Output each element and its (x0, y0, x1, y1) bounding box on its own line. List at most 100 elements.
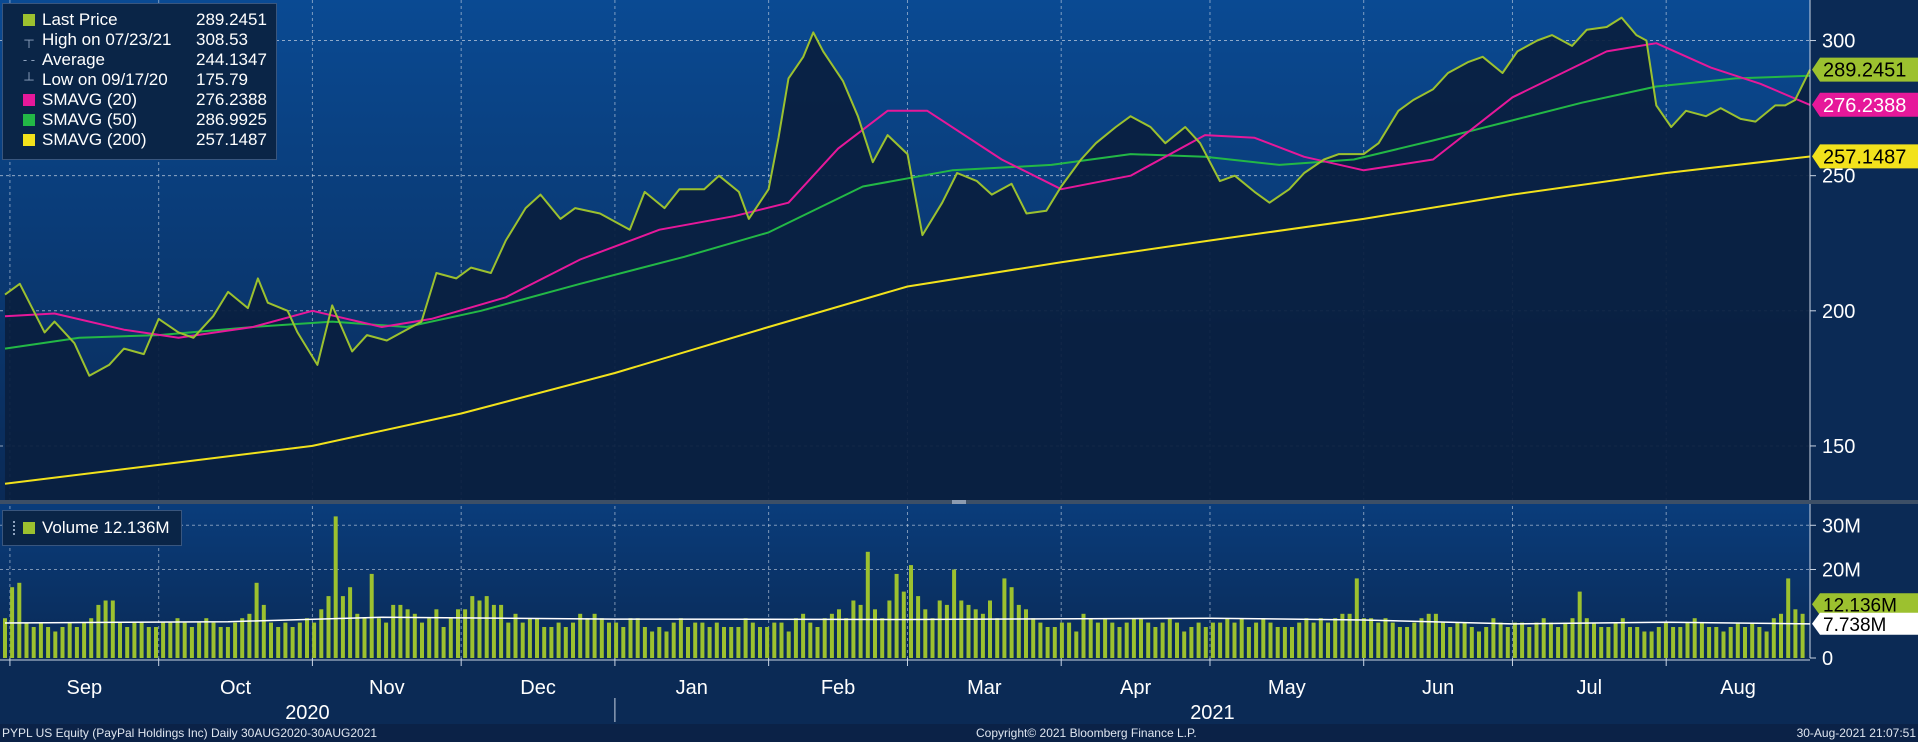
volume-bar (60, 627, 65, 658)
volume-bar (204, 618, 209, 658)
volume-bar (930, 618, 935, 658)
volume-bar (786, 631, 791, 658)
price-legend: Last Price 289.2451 ┬ High on 07/23/21 3… (2, 3, 277, 160)
volume-bar (1412, 622, 1417, 658)
drag-handle-icon[interactable] (13, 521, 21, 535)
volume-tag: 12.136M (1812, 593, 1918, 616)
price-tag-label: 276.2388 (1823, 95, 1906, 117)
volume-bar (549, 627, 554, 658)
month-label: Mar (967, 677, 1002, 699)
volume-bar (1095, 622, 1100, 658)
volume-bar (305, 618, 309, 658)
volume-bar (851, 600, 856, 658)
volume-bar (571, 622, 575, 658)
volume-bar (722, 627, 726, 658)
volume-bar (1383, 618, 1388, 658)
volume-bar (657, 627, 662, 658)
volume-bar (772, 622, 777, 658)
volume-tick-label: 30M (1822, 515, 1861, 537)
volume-bar (894, 573, 899, 658)
volume-bar (312, 622, 317, 658)
volume-bar (1707, 627, 1712, 658)
volume-bar (556, 622, 561, 658)
series-line-smavg-50- (4, 74, 1811, 350)
volume-bar (484, 596, 489, 658)
volume-bar (635, 618, 640, 658)
volume-bar (599, 618, 604, 658)
volume-bar (1577, 591, 1582, 658)
volume-bar (1038, 622, 1043, 658)
volume-bar (1376, 622, 1381, 658)
low-marker-icon: ┴ (24, 72, 34, 87)
volume-bar (678, 618, 683, 658)
volume-bar (1699, 622, 1704, 658)
price-tick-label: 200 (1822, 301, 1855, 323)
price-tick-label: 150 (1822, 436, 1855, 458)
volume-bar (1469, 627, 1474, 658)
volume-bar (1333, 618, 1338, 658)
volume-bar (89, 618, 94, 658)
volume-bar (1290, 627, 1294, 658)
volume-bar (844, 618, 849, 658)
volume-bar (1268, 622, 1273, 658)
volume-bar (146, 627, 151, 658)
volume-bar (988, 600, 992, 658)
volume-bar (1110, 622, 1115, 658)
volume-bar (420, 622, 424, 658)
legend-label: SMAVG (50) (42, 110, 138, 129)
volume-bar (470, 596, 475, 658)
volume-bar (1369, 618, 1374, 658)
volume-bar (909, 565, 913, 658)
volume-bar (973, 609, 978, 658)
legend-label: SMAVG (200) (42, 130, 147, 149)
volume-bar (1397, 627, 1402, 658)
volume-bar (729, 627, 734, 658)
legend-value: 289.2451 (196, 10, 267, 29)
price-tag: 257.1487 (1812, 144, 1918, 169)
volume-bar (499, 604, 504, 658)
legend-row-smavg-50: SMAVG (50) 286.9925 (13, 110, 276, 130)
volume-bar (1067, 622, 1072, 658)
volume-bar (937, 600, 942, 658)
volume-bar (736, 627, 741, 658)
volume-bar (1678, 627, 1683, 658)
volume-bar (218, 627, 223, 658)
legend-value: 308.53 (196, 30, 248, 49)
volume-bar (398, 604, 403, 658)
volume-bar (664, 631, 669, 658)
footer-security: PYPL US Equity (PayPal Holdings Inc) Dai… (2, 726, 378, 740)
price-tag-label: 257.1487 (1823, 146, 1906, 168)
legend-row-high: ┬ High on 07/23/21 308.53 (13, 30, 276, 50)
volume-bar (1649, 631, 1654, 658)
volume-bar (621, 627, 626, 658)
volume-bar (290, 627, 295, 658)
volume-bar (743, 618, 748, 658)
volume-bar (168, 622, 173, 658)
volume-bar (1182, 631, 1187, 658)
month-label: Dec (520, 677, 556, 699)
volume-bar (1512, 622, 1517, 658)
volume-bar (240, 618, 245, 658)
volume-bar (1103, 618, 1108, 658)
volume-bar (1563, 622, 1568, 658)
volume-bar (880, 618, 885, 658)
volume-bar (700, 622, 705, 658)
volume-bar (1175, 622, 1179, 658)
legend-value: 276.2388 (196, 90, 267, 109)
volume-bar (1318, 618, 1323, 658)
volume-bar (650, 631, 655, 658)
volume-bar (1599, 627, 1604, 658)
volume-bar (1016, 604, 1021, 658)
footer-timestamp: 30-Aug-2021 21:07:51 (1796, 726, 1916, 740)
volume-bar (24, 622, 29, 658)
volume-bar (1196, 622, 1201, 658)
legend-label: Low on 09/17/20 (42, 70, 168, 89)
legend-value: 244.1347 (196, 50, 267, 69)
volume-bar (38, 622, 43, 658)
last-price-swatch (23, 14, 35, 26)
volume-bar (132, 622, 137, 658)
legend-label: SMAVG (20) (42, 90, 138, 109)
legend-row-last-price: Last Price 289.2451 (13, 10, 276, 30)
legend-value: 257.1487 (196, 130, 267, 149)
